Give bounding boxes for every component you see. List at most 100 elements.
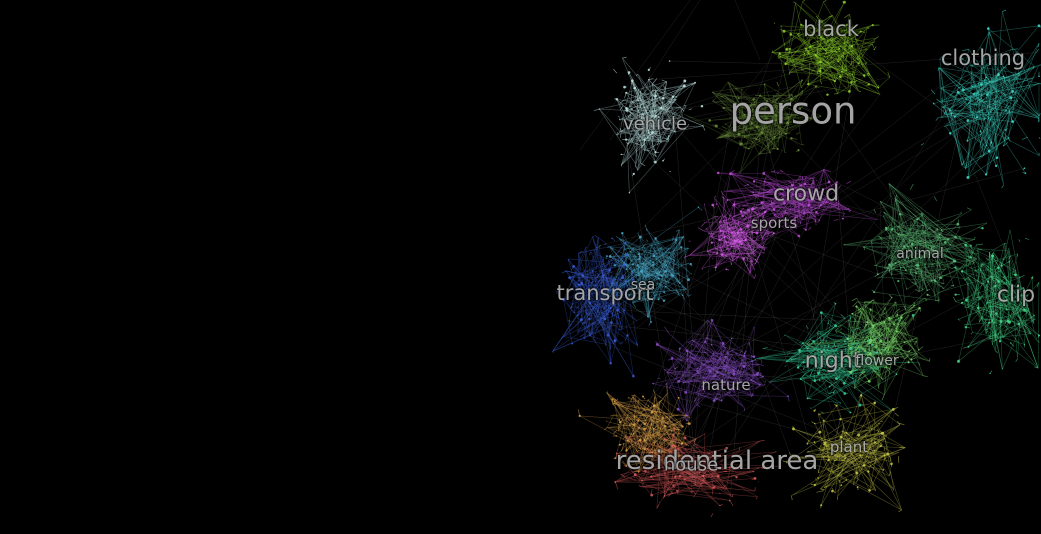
graph-node[interactable]	[876, 273, 879, 276]
graph-node[interactable]	[746, 115, 749, 119]
graph-node[interactable]	[868, 489, 871, 492]
graph-node[interactable]	[813, 379, 817, 382]
graph-node[interactable]	[677, 448, 679, 450]
graph-node[interactable]	[916, 267, 919, 270]
graph-node[interactable]	[797, 33, 800, 35]
graph-node[interactable]	[640, 117, 643, 120]
graph-node[interactable]	[720, 253, 724, 257]
graph-node[interactable]	[855, 305, 858, 308]
graph-node[interactable]	[662, 299, 666, 302]
graph-node[interactable]	[757, 111, 761, 115]
graph-node[interactable]	[667, 135, 670, 137]
graph-node[interactable]	[598, 108, 601, 110]
graph-node[interactable]	[733, 234, 736, 237]
graph-node[interactable]	[744, 352, 746, 355]
graph-node[interactable]	[867, 379, 871, 383]
graph-node[interactable]	[856, 486, 859, 489]
graph-node[interactable]	[657, 125, 659, 128]
graph-node[interactable]	[933, 103, 935, 105]
graph-node[interactable]	[625, 109, 628, 112]
graph-node[interactable]	[775, 119, 778, 122]
graph-node[interactable]	[694, 400, 696, 402]
graph-node[interactable]	[809, 191, 811, 193]
graph-node[interactable]	[859, 454, 862, 457]
graph-node[interactable]	[740, 231, 743, 233]
graph-node[interactable]	[643, 139, 646, 142]
graph-node[interactable]	[986, 27, 990, 30]
graph-node[interactable]	[677, 397, 680, 399]
graph-node[interactable]	[580, 282, 583, 285]
graph-node[interactable]	[640, 269, 644, 273]
cluster-label-nature[interactable]: nature	[701, 376, 751, 394]
graph-node[interactable]	[792, 193, 795, 196]
graph-node[interactable]	[918, 349, 920, 351]
graph-node[interactable]	[608, 268, 611, 272]
graph-node[interactable]	[675, 238, 678, 242]
graph-node[interactable]	[953, 115, 956, 118]
graph-node[interactable]	[612, 304, 615, 307]
graph-node[interactable]	[930, 279, 933, 282]
graph-node[interactable]	[818, 219, 820, 221]
graph-node[interactable]	[859, 30, 862, 33]
graph-node[interactable]	[774, 194, 778, 197]
graph-node[interactable]	[739, 229, 742, 231]
graph-node[interactable]	[772, 232, 775, 235]
graph-node[interactable]	[722, 374, 724, 376]
graph-node[interactable]	[871, 24, 874, 27]
graph-node[interactable]	[762, 375, 764, 378]
graph-node[interactable]	[770, 201, 773, 203]
graph-node[interactable]	[814, 422, 816, 425]
graph-node[interactable]	[788, 47, 791, 50]
graph-node[interactable]	[778, 52, 781, 55]
graph-node[interactable]	[712, 399, 716, 402]
graph-node[interactable]	[684, 390, 688, 394]
graph-node[interactable]	[647, 118, 650, 121]
graph-node[interactable]	[960, 270, 964, 273]
graph-node[interactable]	[652, 404, 656, 408]
graph-node[interactable]	[741, 214, 744, 218]
graph-node[interactable]	[835, 181, 838, 184]
graph-node[interactable]	[719, 504, 721, 507]
graph-node[interactable]	[769, 221, 772, 224]
graph-node[interactable]	[1005, 308, 1008, 311]
graph-node[interactable]	[841, 217, 844, 220]
graph-node[interactable]	[623, 85, 626, 89]
graph-node[interactable]	[622, 263, 626, 267]
graph-node[interactable]	[896, 313, 899, 316]
graph-node[interactable]	[734, 232, 736, 234]
graph-node[interactable]	[1017, 287, 1019, 289]
graph-node[interactable]	[742, 364, 746, 368]
graph-node[interactable]	[772, 208, 776, 211]
graph-node[interactable]	[971, 85, 974, 88]
graph-node[interactable]	[644, 264, 647, 266]
graph-node[interactable]	[994, 164, 998, 168]
graph-node[interactable]	[740, 142, 743, 145]
graph-node[interactable]	[661, 96, 665, 100]
graph-node[interactable]	[732, 370, 735, 373]
graph-node[interactable]	[882, 469, 885, 471]
graph-node[interactable]	[610, 282, 613, 285]
graph-node[interactable]	[827, 180, 831, 184]
graph-node[interactable]	[642, 262, 645, 265]
graph-node[interactable]	[803, 212, 806, 215]
graph-node[interactable]	[683, 79, 687, 83]
graph-node[interactable]	[856, 350, 860, 354]
graph-node[interactable]	[1038, 75, 1040, 78]
cluster-label-person[interactable]: person	[729, 89, 857, 133]
graph-node[interactable]	[1031, 276, 1034, 279]
graph-node[interactable]	[738, 205, 740, 207]
graph-node[interactable]	[641, 145, 643, 147]
graph-node[interactable]	[820, 504, 823, 507]
graph-node[interactable]	[698, 462, 702, 465]
graph-node[interactable]	[708, 119, 712, 122]
graph-node[interactable]	[839, 75, 842, 78]
graph-node[interactable]	[611, 237, 613, 240]
graph-node[interactable]	[710, 241, 713, 244]
graph-node[interactable]	[796, 366, 800, 369]
graph-node[interactable]	[681, 464, 684, 468]
graph-node[interactable]	[613, 400, 616, 403]
graph-node[interactable]	[716, 474, 720, 478]
graph-node[interactable]	[797, 149, 800, 152]
graph-node[interactable]	[948, 109, 952, 112]
graph-node[interactable]	[712, 486, 716, 489]
